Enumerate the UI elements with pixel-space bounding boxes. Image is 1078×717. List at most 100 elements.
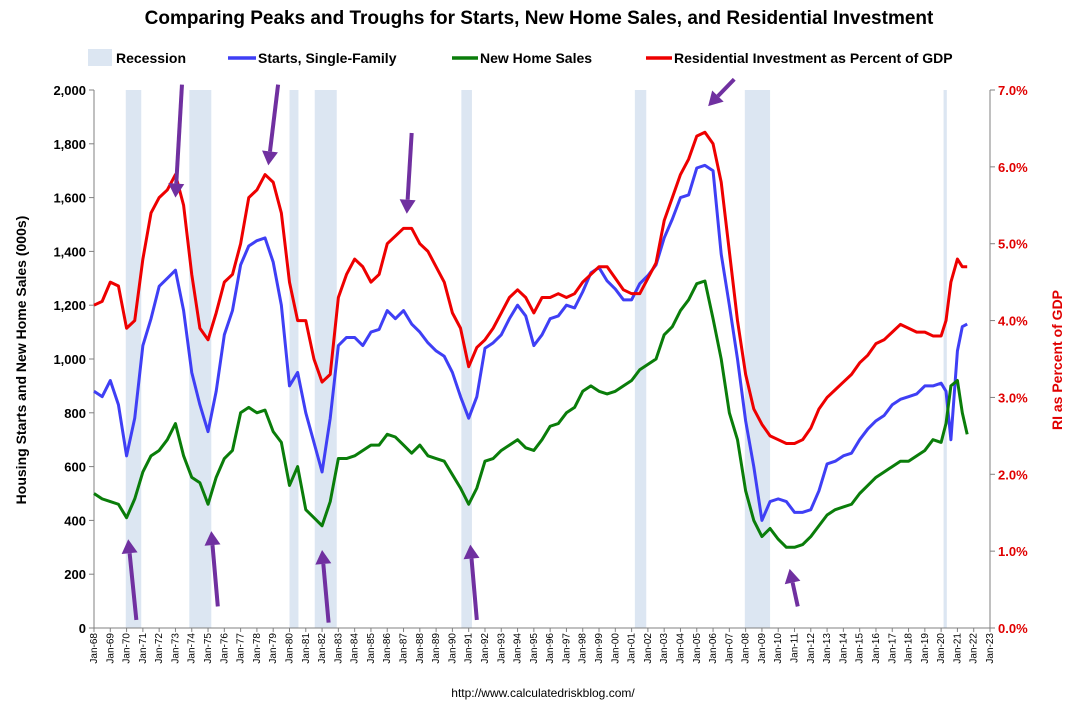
- source-credit: http://www.calculatedriskblog.com/: [451, 686, 635, 700]
- x-tick-label: Jan-77: [236, 633, 247, 664]
- y-axis-left-label: Housing Starts and New Home Sales (000s): [13, 216, 29, 505]
- annotation-arrow-head: [262, 150, 278, 166]
- y-tick-left-label: 600: [64, 460, 86, 475]
- x-tick-label: Jan-76: [219, 633, 230, 664]
- y-tick-right-label: 6.0%: [998, 160, 1028, 175]
- y-tick-right-label: 3.0%: [998, 390, 1028, 405]
- x-tick-label: Jan-81: [301, 633, 312, 664]
- x-tick-label: Jan-03: [659, 633, 670, 664]
- x-tick-label: Jan-72: [154, 633, 165, 664]
- legend-swatch-recession: [88, 49, 112, 66]
- legend: Recession Starts, Single-Family New Home…: [88, 49, 953, 66]
- series-line-residential-investment-as-percent-of-gdp: [93, 130, 968, 446]
- annotation-arrow-head: [315, 549, 332, 565]
- recession-band: [189, 90, 212, 628]
- annotation-arrow-shaft: [174, 84, 184, 184]
- x-tick-label: Jan-14: [838, 633, 849, 664]
- x-tick-label: Jan-87: [399, 633, 410, 664]
- annotation-arrow-shaft: [210, 544, 220, 607]
- x-tick-label: Jan-71: [138, 633, 149, 664]
- x-tick-label: Jan-06: [708, 633, 719, 664]
- recession-band: [634, 90, 647, 628]
- x-tick-label: Jan-68: [89, 633, 100, 664]
- y-tick-left-label: 200: [64, 567, 86, 582]
- x-tick-label: Jan-83: [333, 633, 344, 664]
- x-tick-label: Jan-08: [741, 633, 752, 664]
- x-tick-label: Jan-22: [969, 633, 980, 664]
- legend-label-new-home-sales: New Home Sales: [480, 50, 592, 66]
- y-tick-right-label: 7.0%: [998, 83, 1028, 98]
- x-tick-label: Jan-78: [252, 633, 263, 664]
- legend-label-ri-gdp: Residential Investment as Percent of GDP: [674, 50, 953, 66]
- y-tick-left-label: 400: [64, 513, 86, 528]
- x-tick-label: Jan-20: [936, 633, 947, 664]
- x-tick-label: Jan-17: [887, 633, 898, 664]
- x-tick-label: Jan-16: [871, 633, 882, 664]
- x-tick-label: Jan-12: [806, 633, 817, 664]
- recession-band: [289, 90, 299, 628]
- x-tick-label: Jan-15: [855, 633, 866, 664]
- series-lines: [93, 130, 969, 549]
- x-tick-label: Jan-13: [822, 633, 833, 664]
- x-tick-label: Jan-10: [773, 633, 784, 664]
- series-line-new-home-sales: [93, 279, 969, 549]
- annotation-arrow-head: [168, 183, 185, 198]
- y-tick-right-label: 4.0%: [998, 314, 1028, 329]
- y-tick-left-label: 1,400: [53, 244, 86, 259]
- x-tick-label: Jan-02: [643, 633, 654, 664]
- annotation-arrow-head: [784, 568, 801, 585]
- x-tick-label: Jan-23: [985, 633, 996, 664]
- x-tick-label: Jan-11: [790, 633, 801, 663]
- x-tick-label: Jan-90: [447, 633, 458, 664]
- y-tick-right-label: 2.0%: [998, 467, 1028, 482]
- x-tick-label: Jan-05: [692, 633, 703, 664]
- x-tick-label: Jan-01: [627, 633, 638, 664]
- x-tick-label: Jan-73: [170, 633, 181, 664]
- x-tick-label: Jan-95: [529, 633, 540, 664]
- y-tick-left-label: 800: [64, 406, 86, 421]
- legend-label-starts: Starts, Single-Family: [258, 50, 397, 66]
- x-tick-label: Jan-93: [496, 633, 507, 664]
- x-tick-label: Jan-88: [415, 633, 426, 664]
- x-tick-label: Jan-82: [317, 633, 328, 664]
- y-tick-right-label: 0.0%: [998, 621, 1028, 636]
- x-tick-label: Jan-70: [122, 633, 133, 664]
- annotation-arrow-shaft: [790, 582, 800, 607]
- x-tick-label: Jan-94: [513, 633, 524, 664]
- annotation-arrow-shaft: [716, 77, 736, 98]
- y-tick-left-label: 2,000: [53, 83, 86, 98]
- recession-band: [744, 90, 771, 628]
- recession-bands: [125, 90, 947, 628]
- x-tick-label: Jan-04: [675, 633, 686, 664]
- annotation-arrow-head: [463, 544, 480, 560]
- x-tick-label: Jan-91: [464, 633, 475, 664]
- x-tick-label: Jan-84: [350, 633, 361, 664]
- y-tick-left-label: 1,000: [53, 352, 86, 367]
- y-tick-right-label: 5.0%: [998, 237, 1028, 252]
- y-tick-left-label: 1,600: [53, 191, 86, 206]
- x-tick-label: Jan-92: [480, 633, 491, 664]
- x-tick-label: Jan-86: [382, 633, 393, 664]
- x-tick-label: Jan-79: [268, 633, 279, 664]
- annotation-arrow-head: [399, 199, 416, 214]
- series-line-starts-single-family: [93, 163, 968, 522]
- chart-title: Comparing Peaks and Troughs for Starts, …: [145, 8, 934, 29]
- x-tick-label: Jan-09: [757, 633, 768, 664]
- annotation-arrow-head: [204, 531, 221, 546]
- annotation-arrows: [121, 77, 801, 623]
- x-tick-label: Jan-99: [594, 633, 605, 664]
- x-tick-label: Jan-80: [284, 633, 295, 664]
- annotation-arrow-shaft: [469, 558, 479, 621]
- y-tick-left-label: 0: [79, 621, 86, 636]
- y-tick-left-label: 1,800: [53, 137, 86, 152]
- x-tick-label: Jan-21: [952, 633, 963, 664]
- annotation-arrow-shaft: [268, 84, 281, 152]
- x-tick-label: Jan-98: [578, 633, 589, 664]
- y-tick-right-label: 1.0%: [998, 544, 1028, 559]
- x-tick-label: Jan-00: [610, 633, 621, 664]
- recession-band: [943, 90, 947, 628]
- x-tick-label: Jan-85: [366, 633, 377, 664]
- x-tick-label: Jan-96: [545, 633, 556, 664]
